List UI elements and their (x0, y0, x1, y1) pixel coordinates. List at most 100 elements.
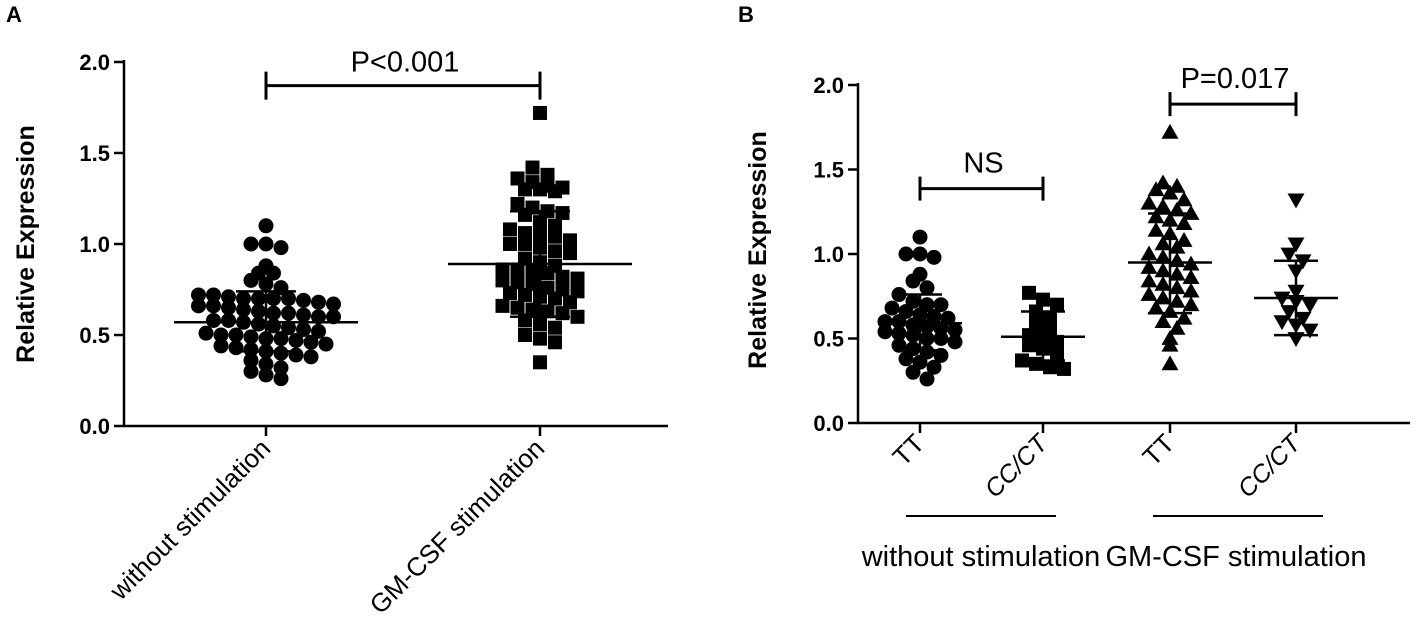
panel-a-data-point (525, 264, 540, 279)
panel-a-data-point (503, 286, 517, 301)
panel-a-data-point (243, 363, 259, 379)
panel-a-data-point (518, 226, 532, 241)
panel-a-data-point (243, 272, 259, 288)
panel-a-data-point (273, 240, 289, 256)
panel-b-data-point (1050, 297, 1064, 312)
panel-a-data-point (273, 345, 289, 361)
panel-b-data-point (1273, 315, 1291, 331)
panel-b-group-label: without stimulation (861, 541, 1101, 573)
panel-a-y-tick-label: 1.0 (79, 232, 110, 257)
panel-b-data-point (1287, 193, 1305, 209)
panel-a-data-point (243, 236, 259, 252)
panel-b-data-point (891, 337, 907, 353)
panel-a-data-point (525, 160, 540, 175)
panel-a-axes (122, 60, 668, 436)
panel-a-data-point (221, 312, 236, 328)
panel-a-data-point (570, 284, 585, 299)
panel-a-error-bars (174, 209, 632, 353)
panel-b-y-tick-label: 2.0 (813, 73, 844, 98)
panel-a-data-point (563, 295, 577, 310)
panel-b-data-point (919, 371, 935, 387)
panel-a-data-point (243, 329, 259, 345)
panel-a-data-point (273, 360, 289, 376)
panel-a-data-point (258, 367, 274, 383)
panel-b-group-labels: without stimulation GM-CSF stimulation (861, 515, 1367, 573)
panel-b-data-point (1140, 286, 1158, 301)
panel-a-category-labels: without stimulation GM-CSF stimulation (103, 433, 550, 620)
panel-a-data-point (243, 342, 259, 358)
panel-a-data-point (510, 196, 525, 211)
panel-b-data-point (1182, 269, 1200, 285)
panel-a-data-point (266, 291, 281, 307)
panel-b-data-point (877, 324, 893, 340)
panel-b-data-point (919, 331, 935, 346)
panel-b-data-point (1301, 323, 1319, 339)
panel-a-data-point (533, 331, 547, 346)
panel-a-data-point (525, 302, 540, 317)
panel-b-category-labels: TT CC/CT TT CC/CT (887, 428, 1308, 503)
panel-b-group-label: GM-CSF stimulation (1105, 541, 1366, 573)
panel-a-data-point (236, 302, 251, 318)
panel-a-points (191, 105, 585, 387)
panel-a-data-point (503, 222, 517, 237)
panel-a-data-point (540, 167, 555, 182)
panel-b-data-point (1154, 198, 1172, 214)
panel-b-data-point (1182, 296, 1200, 312)
panel-b-significance-label: P=0.017 (1181, 63, 1290, 95)
panel-a-data-point (221, 300, 236, 316)
panel-b-data-point (1280, 247, 1298, 263)
panel-a-data-point (288, 347, 304, 363)
panel-a-data-point (495, 273, 510, 288)
panel-b-data-point (1057, 361, 1071, 376)
panel-b-data-point (1301, 298, 1319, 314)
panel-a-data-point (533, 317, 547, 332)
panel-b-data-point (1161, 123, 1179, 139)
panel-a-data-point (518, 182, 532, 197)
panel-b-data-point (947, 322, 963, 338)
panel-a-data-point (548, 229, 562, 244)
panel-a-data-point (518, 287, 532, 302)
panel-b-y-tick-label: 0.0 (813, 411, 844, 436)
panel-b-data-point (1140, 259, 1158, 274)
panel-b-data-point (1161, 336, 1179, 352)
panel-a-data-point (258, 236, 274, 252)
panel-a-data-point (311, 294, 326, 310)
panel-a-data-point (548, 184, 562, 199)
panel-b-data-point (1154, 313, 1172, 328)
panel-a-data-point (221, 289, 236, 305)
panel-b-data-point (1036, 292, 1050, 307)
panel-a-y-tick-label: 0.5 (79, 323, 110, 348)
panel-a-data-point (548, 244, 562, 259)
panel-b-annotations: NS P=0.017 (918, 63, 1298, 201)
panel-b-y-axis-label: Relative Expression (744, 131, 772, 369)
panel-a-data-point (518, 237, 532, 251)
panel-b-category-label: CC/CT (979, 428, 1054, 503)
panel-b-data-point (1147, 299, 1165, 315)
panel-a-y-tick-label: 2.0 (79, 50, 110, 75)
panel-b-data-point (1154, 289, 1172, 305)
panel-b-data-point (933, 331, 949, 346)
panel-b-data-point (1140, 245, 1158, 261)
panel-a-data-point (518, 328, 532, 342)
panel-b-y-tick-label: 1.5 (813, 158, 844, 183)
panel-a-data-point (258, 356, 274, 372)
panel-a-data-point (548, 320, 562, 335)
panel-a-data-point (258, 218, 274, 234)
panel-a-data-point (318, 336, 334, 352)
panel-b-data-point (1168, 279, 1186, 295)
panel-b-category-label: TT (1137, 428, 1181, 472)
panel-b-axis-lines (856, 83, 1410, 425)
panel-b-data-point (898, 246, 914, 262)
panel-b-data-point (1147, 221, 1165, 237)
panel-a-data-point (540, 266, 555, 281)
panel-a-data-point (258, 276, 274, 292)
panel-b-data-point (1043, 360, 1057, 375)
panel-b-data-point (933, 347, 949, 363)
panel-b-points (877, 123, 1319, 387)
panel-a-data-point (266, 305, 281, 321)
panel-a-data-point (303, 334, 319, 350)
panel-b-data-point (1175, 231, 1193, 247)
panel-a-data-point (273, 331, 289, 347)
panel-a-letter: A (6, 2, 22, 27)
